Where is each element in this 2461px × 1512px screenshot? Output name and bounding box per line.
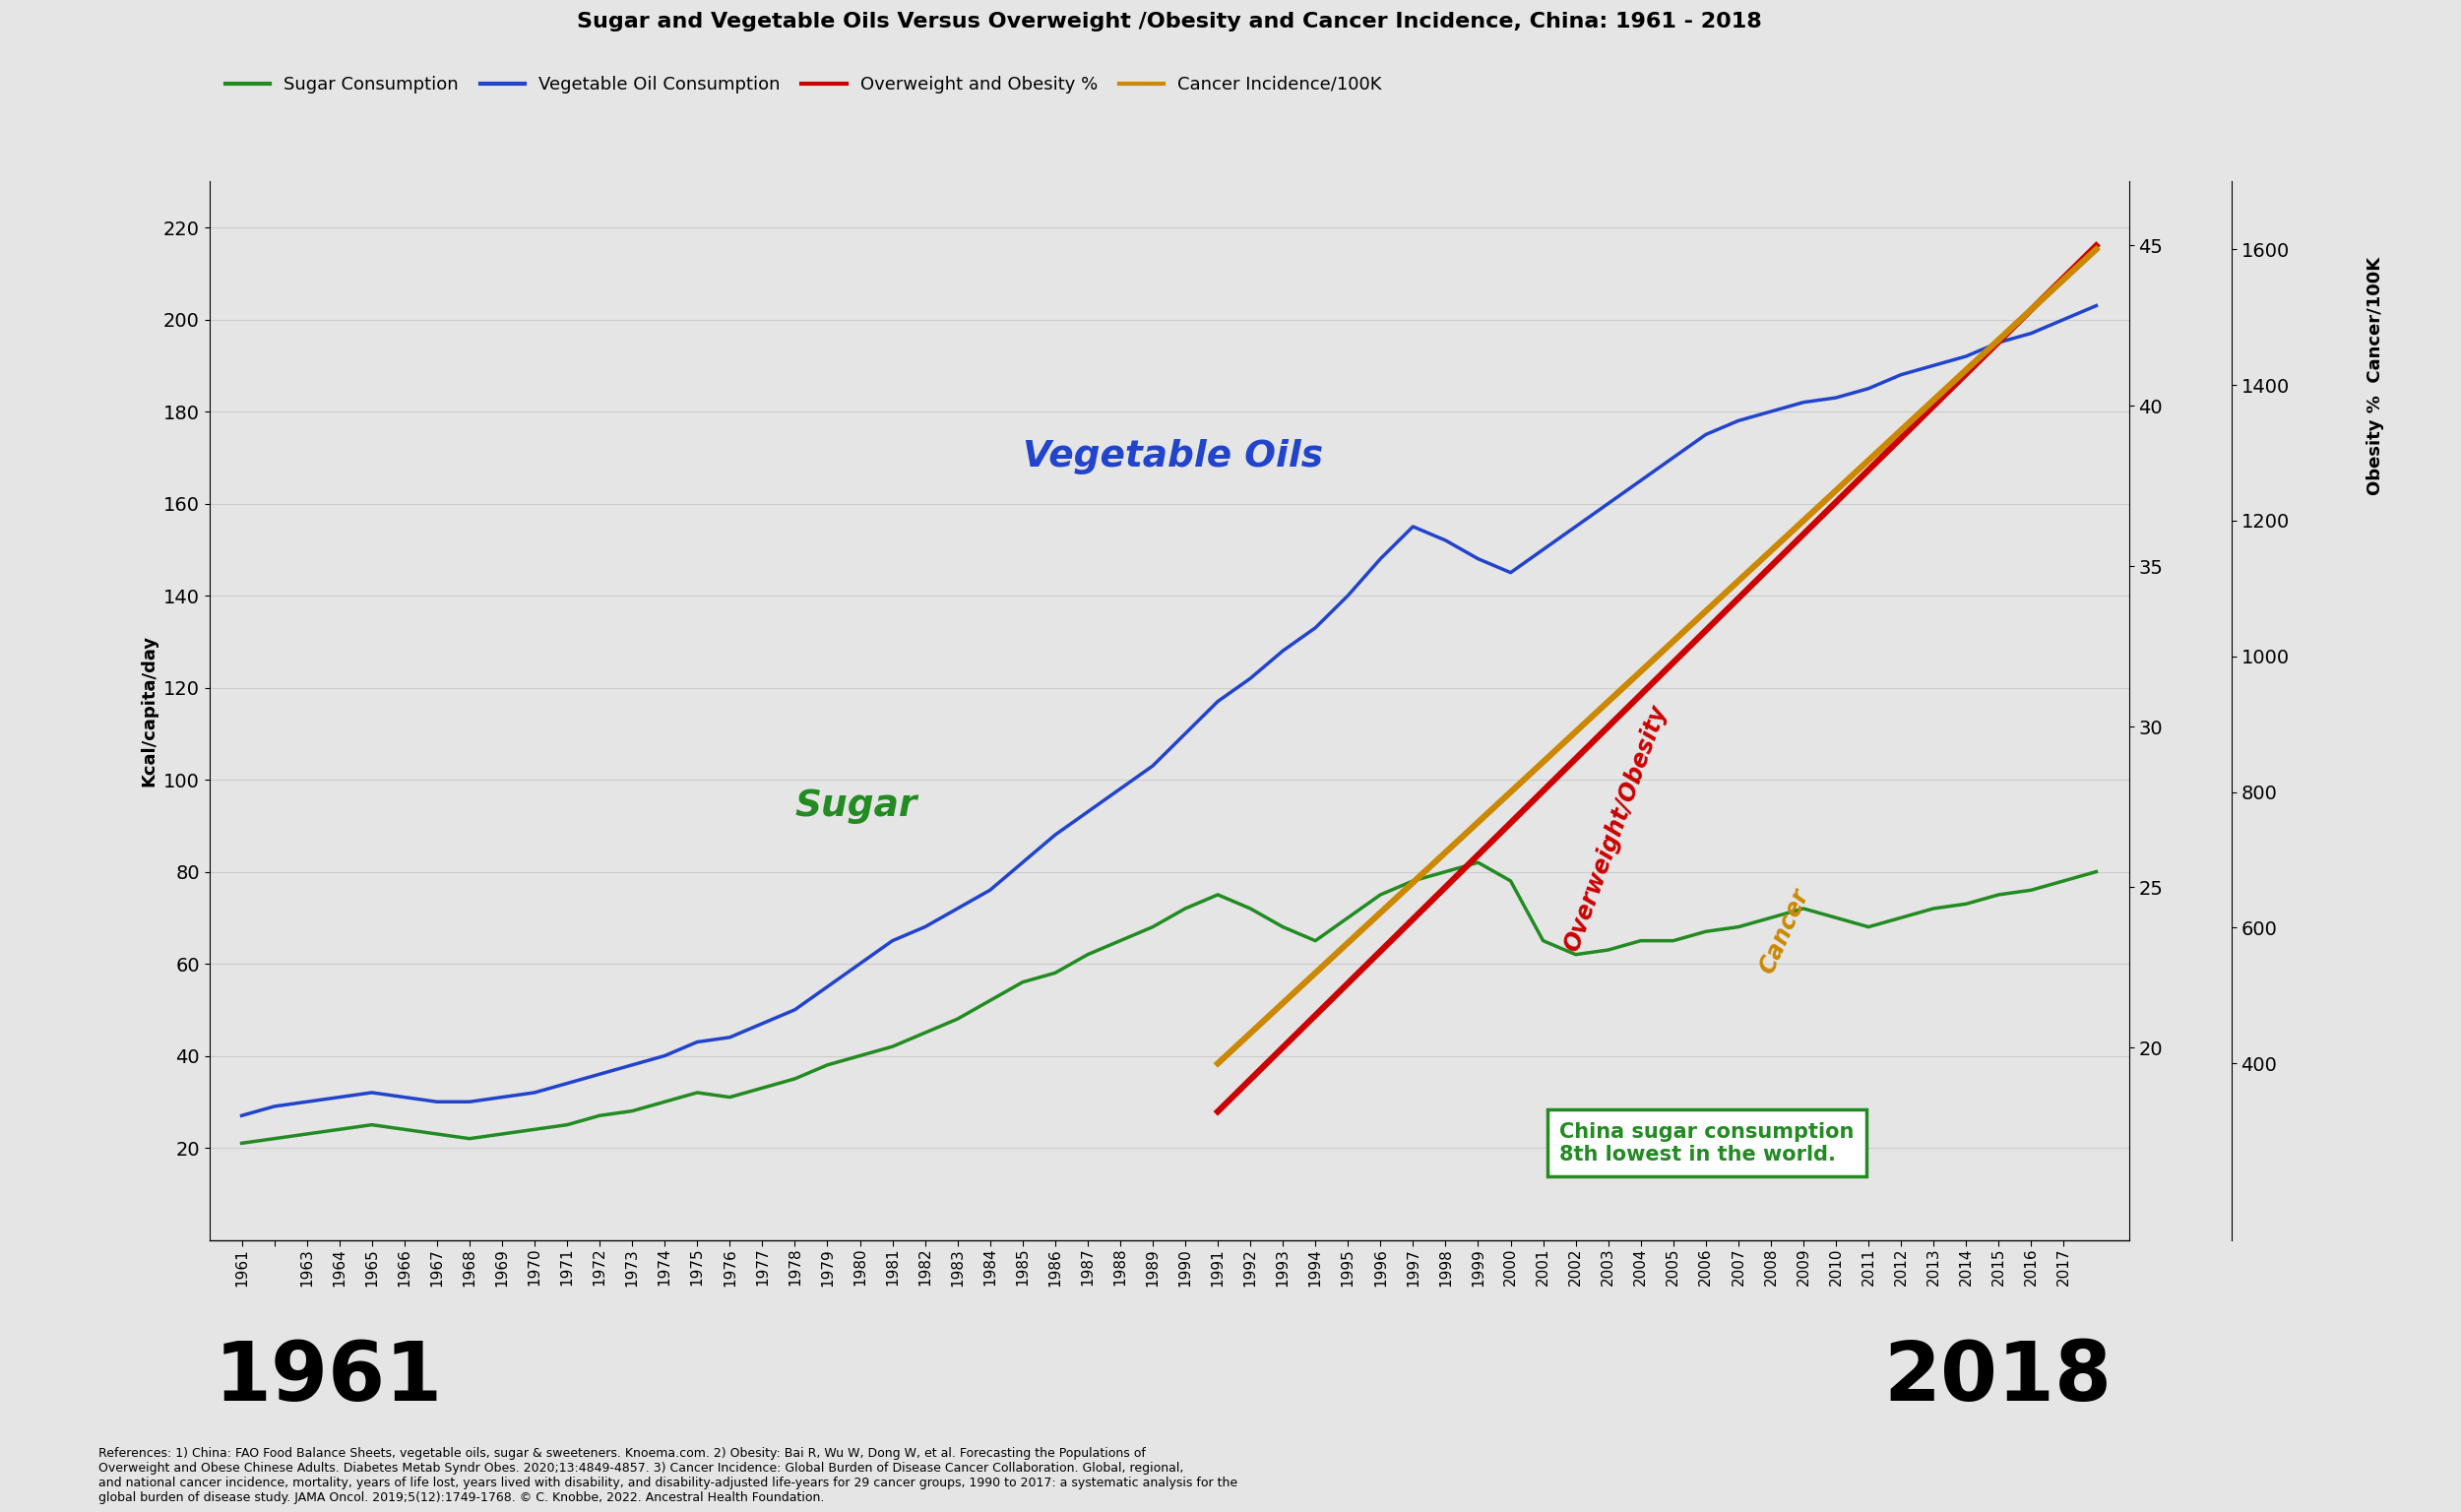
Text: Vegetable Oils: Vegetable Oils xyxy=(1024,438,1324,475)
Text: Overweight/Obesity: Overweight/Obesity xyxy=(1560,702,1671,956)
Title: Sugar and Vegetable Oils Versus Overweight /Obesity and Cancer Incidence, China:: Sugar and Vegetable Oils Versus Overweig… xyxy=(576,12,1762,32)
Text: References: 1) China: FAO Food Balance Sheets, vegetable oils, sugar & sweetener: References: 1) China: FAO Food Balance S… xyxy=(98,1447,1238,1504)
Text: Obesity %  Cancer/100K: Obesity % Cancer/100K xyxy=(2365,257,2385,496)
Y-axis label: Kcal/capita/day: Kcal/capita/day xyxy=(140,635,158,786)
Text: Cancer: Cancer xyxy=(1755,886,1814,978)
Text: China sugar consumption
8th lowest in the world.: China sugar consumption 8th lowest in th… xyxy=(1560,1122,1853,1164)
Text: 2018: 2018 xyxy=(1883,1338,2112,1418)
Text: Sugar: Sugar xyxy=(795,789,918,824)
Text: 1961: 1961 xyxy=(214,1338,443,1418)
Legend: Sugar Consumption, Vegetable Oil Consumption, Overweight and Obesity %, Cancer I: Sugar Consumption, Vegetable Oil Consump… xyxy=(219,68,1388,101)
